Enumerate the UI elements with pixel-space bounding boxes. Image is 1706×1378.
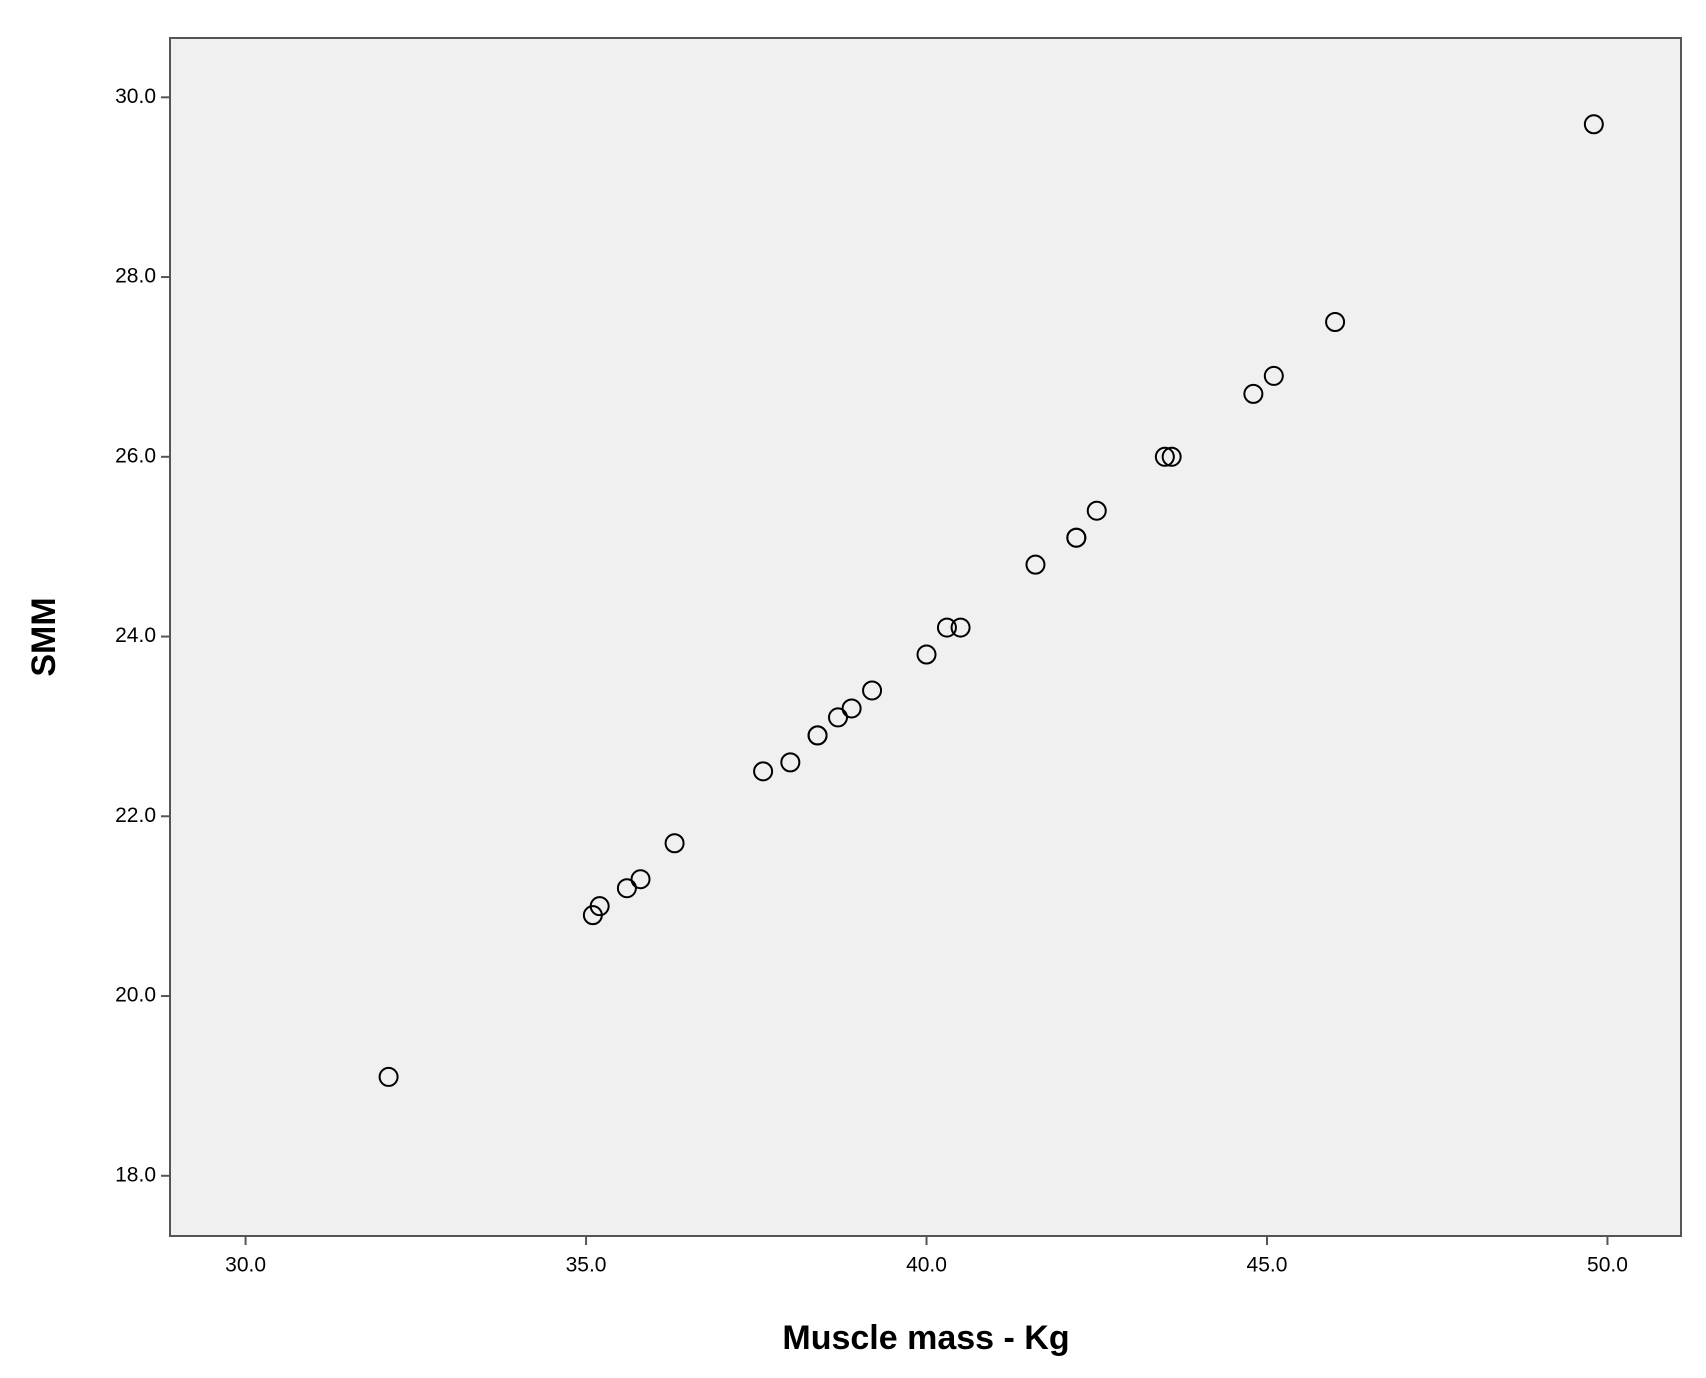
- y-tick-label: 28.0: [115, 265, 156, 288]
- point: [841, 698, 862, 719]
- point: [630, 869, 651, 890]
- point: [916, 644, 937, 665]
- point: [807, 725, 828, 746]
- point: [753, 761, 774, 782]
- y-tick-label: 24.0: [115, 624, 156, 647]
- y-tick-label: 20.0: [115, 984, 156, 1007]
- point: [1325, 311, 1346, 332]
- x-axis-title: Muscle mass - Kg: [782, 1319, 1069, 1357]
- point: [862, 680, 883, 701]
- point: [589, 896, 610, 917]
- point: [1243, 383, 1264, 404]
- point: [1154, 446, 1175, 467]
- point: [664, 833, 685, 854]
- point: [827, 707, 848, 728]
- point: [378, 1066, 399, 1087]
- point: [1263, 365, 1284, 386]
- x-tick-label: 45.0: [1247, 1254, 1288, 1277]
- x-tick-label: 40.0: [906, 1254, 947, 1277]
- x-tick-label: 50.0: [1587, 1254, 1628, 1277]
- x-tick-label: 35.0: [566, 1254, 607, 1277]
- point: [936, 617, 957, 638]
- point: [1583, 114, 1604, 135]
- point: [780, 752, 801, 773]
- y-axis-title: SMM: [25, 597, 63, 676]
- x-tick-label: 30.0: [225, 1254, 266, 1277]
- y-tick-label: 22.0: [115, 804, 156, 827]
- point: [1161, 446, 1182, 467]
- plot-area: [169, 37, 1682, 1237]
- point: [1066, 527, 1087, 548]
- point: [1025, 554, 1046, 575]
- y-tick-label: 26.0: [115, 444, 156, 467]
- point: [616, 878, 637, 899]
- y-tick-label: 30.0: [115, 85, 156, 108]
- point: [1086, 500, 1107, 521]
- y-tick-label: 18.0: [115, 1163, 156, 1186]
- point: [950, 617, 971, 638]
